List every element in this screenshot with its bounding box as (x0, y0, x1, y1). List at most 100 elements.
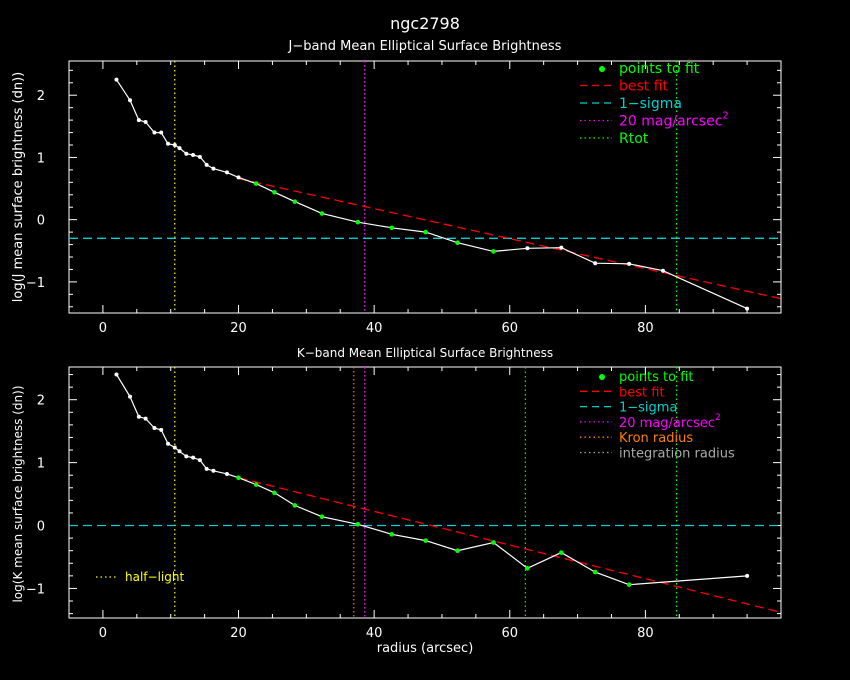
k-band-fit-point (319, 514, 325, 520)
k-band-fit-point (626, 582, 632, 587)
j-band-fit-point (253, 181, 259, 186)
k-band-ytick-label: −1 (26, 582, 45, 597)
k-band-profile-point (184, 454, 189, 459)
k-band-profile-point (166, 441, 171, 446)
j-band-profile-point (661, 268, 666, 273)
j-band-legend-marker (599, 66, 605, 72)
k-band-xtick-label: 60 (501, 626, 518, 641)
k-band-profile-point (128, 394, 133, 399)
k-band-legend-item-fit: points to fit (599, 370, 694, 385)
k-band-legend-label: 20 mag/arcsec2 (619, 413, 721, 431)
j-band-fit-point (292, 199, 298, 204)
k-band-fit-point (592, 569, 598, 575)
j-band-legend-label: 20 mag/arcsec2 (619, 111, 729, 130)
j-band-profile-point (114, 77, 119, 82)
j-band-profile-point (224, 170, 229, 175)
j-band-profile-point (166, 141, 171, 146)
k-band-legend-label: integration radius (619, 447, 735, 462)
k-band-profile-point (197, 458, 202, 463)
j-band-profile-point (177, 146, 182, 151)
half-light-label: half−light (125, 570, 184, 584)
j-band-axes-frame (68, 60, 782, 314)
j-band-legend-item-fit: points to fit (599, 61, 700, 77)
j-band-legend-item-best: best fit (580, 79, 669, 95)
j-band-fit-point (455, 240, 460, 245)
j-band-legend-label: Rtot (619, 131, 649, 147)
k-band-fit-point (558, 550, 564, 555)
j-band-fit-point (491, 249, 496, 254)
k-band-fit-point (236, 475, 241, 481)
k-band-xtick-label: 20 (230, 626, 247, 641)
k-band-best-fit-line (238, 477, 782, 613)
k-band-fit-point (253, 482, 259, 487)
j-band-panel: J−band Mean Elliptical Surface Brightnes… (11, 39, 782, 336)
k-band-fit-point (272, 490, 277, 496)
j-band-profile-point (172, 143, 177, 147)
k-band-fit-point (455, 548, 460, 553)
j-band-xtick-label: 20 (230, 321, 247, 336)
j-band-fit-point (319, 211, 325, 216)
k-band-legend-label: points to fit (619, 370, 694, 385)
k-band-legend-item-sigma: 1−sigma (580, 401, 677, 416)
k-band-profile-point (177, 449, 182, 454)
j-band-ylabel: log(J mean surface brightness (dn)) (11, 72, 26, 302)
j-band-profile-point (159, 130, 164, 135)
k-band-fit-point (389, 532, 395, 537)
k-band-fit-point (491, 540, 496, 545)
k-band-panel: K−band Mean Elliptical Surface Brightnes… (11, 346, 782, 641)
k-band-legend-marker (599, 374, 605, 380)
k-band-legend-label: Kron radius (619, 431, 693, 446)
j-band-fit-point (389, 225, 395, 231)
k-band-legend-label: best fit (619, 385, 665, 400)
half-light-key: half−light (96, 570, 184, 584)
k-band-xtick-label: 0 (99, 626, 107, 641)
j-band-legend-label: points to fit (619, 61, 700, 77)
k-band-profile-point (224, 471, 229, 476)
k-band-ytick-label: 0 (37, 520, 45, 535)
figure-title: ngc2798 (390, 14, 460, 33)
k-band-fit-point (423, 538, 428, 543)
j-band-xtick-label: 80 (637, 321, 654, 336)
j-band-ytick-label: 0 (37, 214, 45, 229)
j-band-profile-point (627, 261, 632, 266)
j-band-legend-item-sigma: 1−sigma (580, 96, 682, 112)
j-band-xtick-label: 60 (501, 321, 518, 336)
j-band-fit-point (272, 189, 277, 195)
j-band-profile-point (204, 162, 209, 167)
k-band-axes-frame (68, 366, 782, 619)
j-band-profile-point (236, 175, 241, 180)
k-band-ylabel: log(K mean surface brightness (dn)) (11, 385, 25, 602)
j-band-fit-point (355, 219, 361, 225)
j-band-profile-point (143, 119, 148, 124)
j-band-profile-point (184, 151, 189, 156)
k-band-profile-point (191, 455, 196, 460)
j-band-profile-point (136, 118, 141, 123)
k-band-profile-point (211, 468, 216, 473)
j-band-profile-point (191, 152, 196, 157)
k-band-fit-point (525, 566, 530, 571)
j-band-profile-point (152, 130, 157, 135)
k-band-profile-point (136, 414, 141, 419)
j-band-xtick-label: 40 (366, 321, 383, 336)
k-band-profile-point (114, 372, 119, 377)
k-band-ytick-label: 1 (37, 457, 45, 472)
k-band-fit-point (292, 503, 298, 508)
j-band-profile-point (745, 306, 750, 311)
j-band-legend-label: 1−sigma (619, 96, 682, 112)
j-band-ytick-label: 2 (37, 89, 45, 104)
k-band-fit-point (355, 521, 361, 527)
j-band-profile-point (128, 98, 133, 103)
k-band-profile-point (152, 426, 157, 431)
j-band-legend-label: best fit (619, 79, 669, 95)
j-band-profile-point (525, 246, 530, 251)
k-band-profile-point (172, 445, 177, 450)
j-band-best-fit-line (238, 177, 782, 300)
k-band-legend-item-integ: integration radius (580, 447, 735, 462)
k-band-legend-item-best: best fit (580, 385, 665, 400)
x-axis-label: radius (arcsec) (377, 641, 474, 656)
j-band-legend-item-rtot: Rtot (580, 131, 649, 147)
